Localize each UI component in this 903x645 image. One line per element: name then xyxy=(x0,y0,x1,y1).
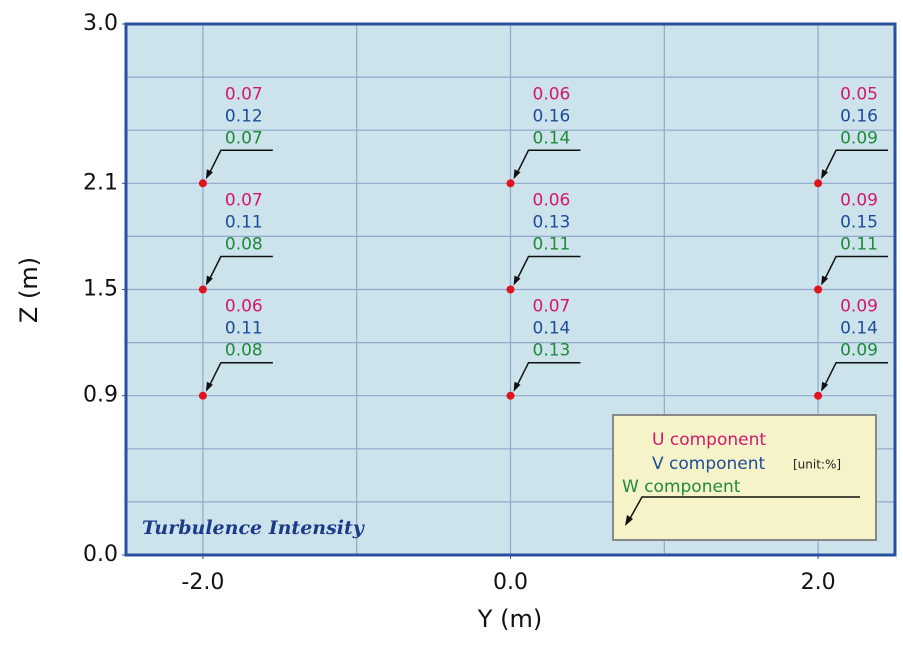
x-tick-label: -2.0 xyxy=(181,570,224,595)
value-label: 0.11 xyxy=(225,319,263,339)
y-axis-label: Z (m) xyxy=(15,257,43,323)
value-label: 0.11 xyxy=(533,235,571,255)
annotation: Turbulence Intensity xyxy=(142,517,366,539)
y-tick-label: 3.0 xyxy=(83,11,118,36)
value-label: 0.06 xyxy=(533,191,571,211)
legend: U component V component [unit:%] W compo… xyxy=(612,414,877,541)
value-label: 0.07 xyxy=(533,297,571,317)
point xyxy=(814,285,823,294)
leader-line xyxy=(208,149,273,175)
value-label: 0.09 xyxy=(840,128,878,148)
value-label: 0.07 xyxy=(225,191,263,211)
value-label: 0.09 xyxy=(840,297,878,317)
point xyxy=(198,391,207,400)
value-label: 0.16 xyxy=(840,106,878,126)
y-tick-label: 0.0 xyxy=(83,542,118,567)
leader-line xyxy=(208,255,273,281)
legend-label: W component xyxy=(622,477,741,497)
value-label: 0.05 xyxy=(840,84,878,104)
marks: 0.070.120.070.070.110.080.060.110.080.06… xyxy=(198,84,889,400)
point xyxy=(814,179,823,188)
leader-line xyxy=(823,149,889,175)
value-label: 0.11 xyxy=(840,235,878,255)
legend-label: V component xyxy=(652,454,766,474)
point xyxy=(198,285,207,294)
arrowhead xyxy=(205,381,213,392)
y-tick-label: 0.9 xyxy=(83,383,118,408)
arrowhead xyxy=(821,275,829,286)
point xyxy=(814,391,823,400)
value-label: 0.06 xyxy=(225,297,263,317)
legend-leader xyxy=(627,496,860,523)
leader-line xyxy=(208,361,273,388)
value-label: 0.13 xyxy=(533,213,571,233)
leader-line xyxy=(515,149,581,175)
value-label: 0.16 xyxy=(533,106,571,126)
legend-label: U component xyxy=(652,430,766,450)
value-label: 0.12 xyxy=(225,106,263,126)
arrowhead xyxy=(821,169,829,180)
value-label: 0.14 xyxy=(533,128,571,148)
leader-line xyxy=(823,361,889,388)
value-label: 0.09 xyxy=(840,191,878,211)
legend-box xyxy=(612,414,877,541)
value-label: 0.07 xyxy=(225,128,263,148)
leader-line xyxy=(823,255,889,281)
point xyxy=(506,391,515,400)
leader-line xyxy=(515,361,581,388)
value-label: 0.07 xyxy=(225,84,263,104)
value-label: 0.06 xyxy=(533,84,571,104)
unit-note: [unit:%] xyxy=(793,458,841,472)
value-label: 0.11 xyxy=(225,213,263,233)
value-label: 0.08 xyxy=(225,341,263,361)
arrowhead xyxy=(821,381,829,392)
arrowhead xyxy=(513,275,521,286)
x-tick-label: 0.0 xyxy=(493,570,528,595)
arrowhead xyxy=(205,275,213,286)
arrowhead xyxy=(513,169,521,180)
value-label: 0.09 xyxy=(840,341,878,361)
x-tick-label: 2.0 xyxy=(801,570,836,595)
value-label: 0.15 xyxy=(840,213,878,233)
value-label: 0.08 xyxy=(225,235,263,255)
arrowhead xyxy=(205,169,213,180)
y-tick-label: 1.5 xyxy=(83,277,118,302)
value-label: 0.14 xyxy=(533,319,571,339)
point xyxy=(506,179,515,188)
legend-arrowhead xyxy=(625,515,633,526)
point xyxy=(506,285,515,294)
point xyxy=(198,179,207,188)
value-label: 0.13 xyxy=(533,341,571,361)
y-tick-label: 2.1 xyxy=(83,170,118,195)
x-axis-label: Y (m) xyxy=(477,605,542,633)
leader-line xyxy=(515,255,581,281)
value-label: 0.14 xyxy=(840,319,878,339)
arrowhead xyxy=(513,381,521,392)
